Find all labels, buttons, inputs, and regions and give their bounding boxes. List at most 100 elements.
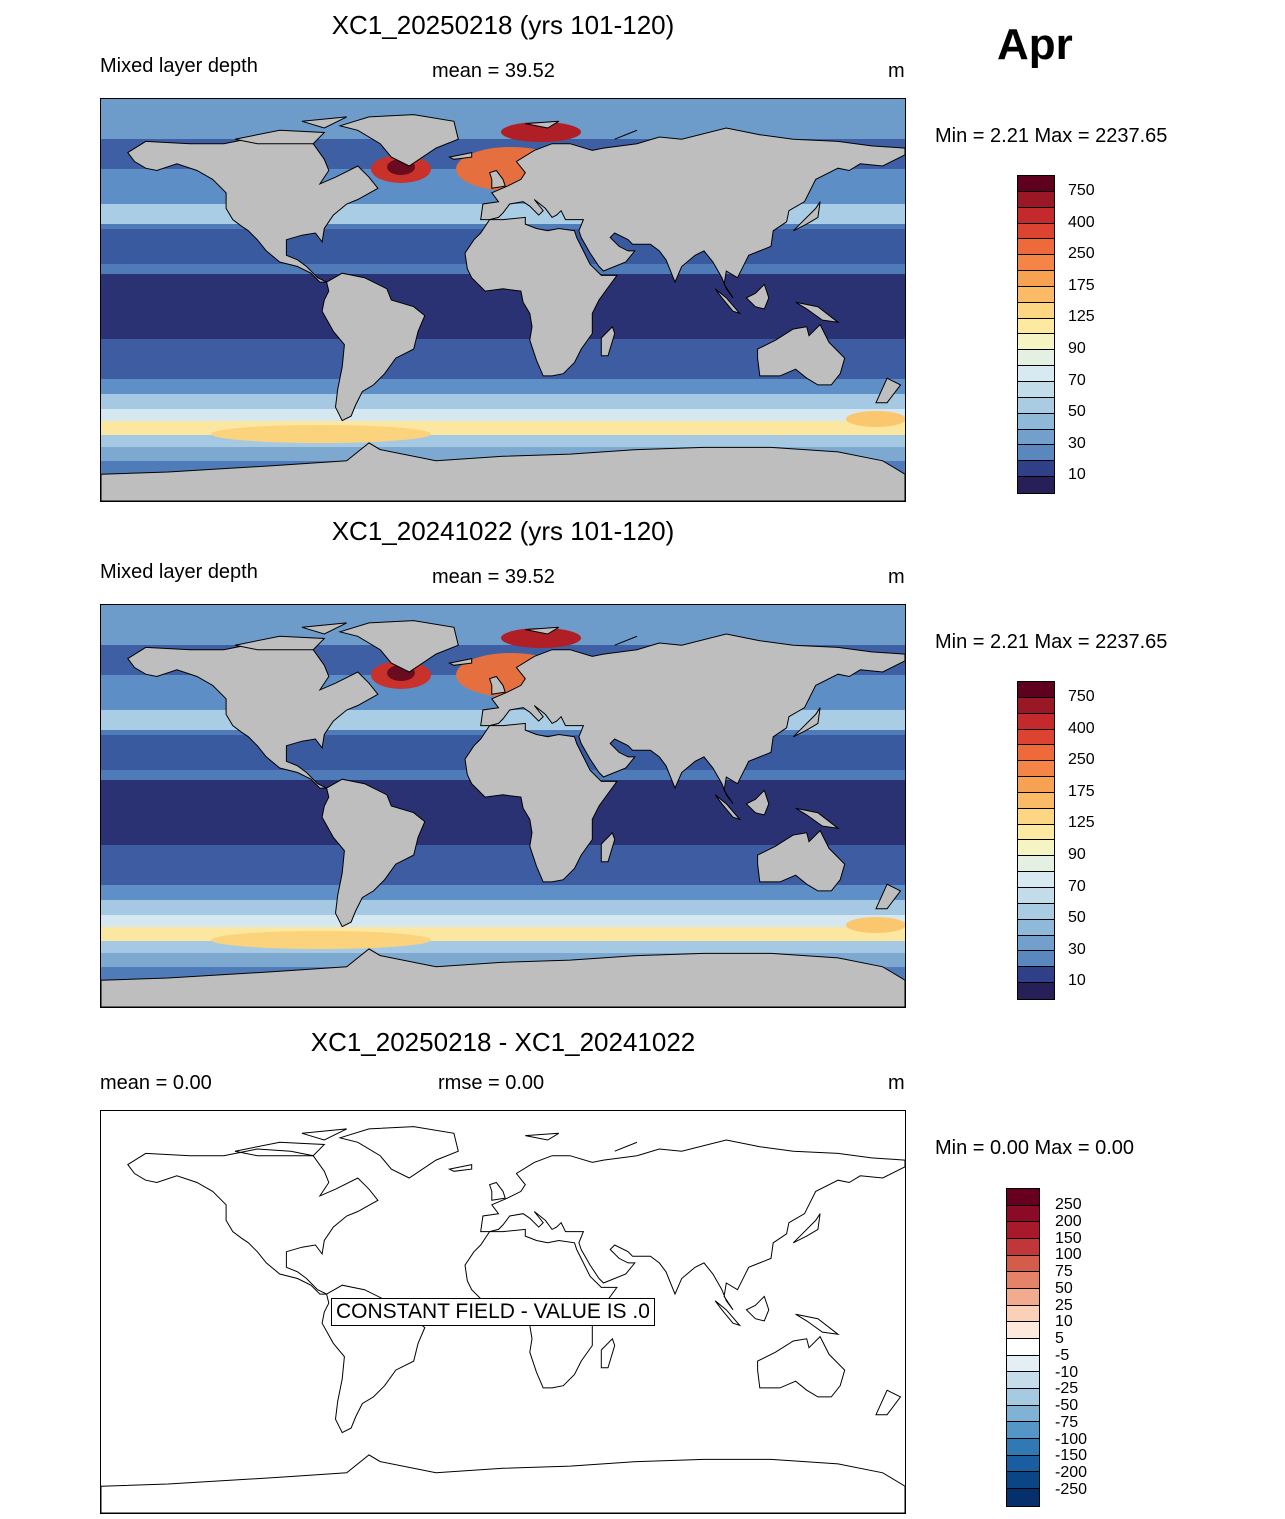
colorbar-tick-label: 90 <box>1068 340 1086 357</box>
colorbar-tick-label: 400 <box>1068 213 1095 231</box>
colorbar-segment <box>1018 967 1054 984</box>
land-polygon <box>488 169 506 189</box>
deep-mld-patch <box>501 122 581 142</box>
southern-ocean-patch <box>846 917 905 933</box>
colorbar-segment <box>1018 191 1054 208</box>
colorbar-tick-label: 10 <box>1068 972 1086 990</box>
panel1-map-svg <box>101 99 905 501</box>
colorbar-segment <box>1018 919 1054 936</box>
coastline <box>480 1139 905 1311</box>
colorbar-segment <box>1018 729 1054 746</box>
colorbar-tick-label: 10 <box>1068 466 1086 484</box>
panel2-map <box>100 604 906 1008</box>
colorbar-segment <box>1018 445 1054 462</box>
colorbar-tick-label: 70 <box>1068 371 1086 389</box>
panel1-map <box>100 98 906 502</box>
colorbar-segment <box>1018 318 1054 335</box>
colorbar-segment <box>1007 1222 1039 1240</box>
colorbar-segment <box>1007 1322 1039 1340</box>
colorbar-segment <box>1018 239 1054 256</box>
colorbar-segment <box>1018 713 1054 730</box>
coastline <box>757 1335 846 1398</box>
land-polygon <box>875 377 902 404</box>
colorbar-segment <box>1018 761 1054 778</box>
land-polygon <box>464 216 618 377</box>
colorbar-segment <box>1007 1455 1039 1473</box>
colorbar-segment <box>1018 286 1054 303</box>
colorbar-segment <box>1018 429 1054 446</box>
colorbar-segment <box>1018 381 1054 398</box>
colorbar-segment <box>1007 1389 1039 1406</box>
panel1-colorbar <box>1017 175 1055 494</box>
land-polygon <box>714 288 742 315</box>
colorbar-segment <box>1018 887 1054 904</box>
colorbar-tick-label: 250 <box>1055 1196 1082 1213</box>
constant-field-stamp: CONSTANT FIELD - VALUE IS .0 <box>331 1298 655 1326</box>
land-polygon <box>488 675 506 695</box>
land-polygon <box>234 635 326 651</box>
colorbar-tick-label: 30 <box>1068 434 1086 452</box>
colorbar-segment <box>1018 745 1054 762</box>
land-polygon <box>757 829 846 892</box>
coastline <box>745 1295 770 1322</box>
colorbar-tick-label: -75 <box>1055 1413 1079 1431</box>
land-polygon <box>101 442 905 501</box>
land-polygon <box>301 116 347 129</box>
land-polygon <box>127 642 379 789</box>
colorbar-segment <box>1018 207 1054 224</box>
colorbar-segment <box>1007 1422 1039 1440</box>
panel1-mean-label: mean = 39.52 <box>432 60 555 82</box>
colorbar-tick-label: -150 <box>1055 1447 1088 1465</box>
panel3-map-svg <box>101 1126 905 1513</box>
coastline <box>795 1313 840 1336</box>
colorbar-tick-label: -250 <box>1055 1480 1088 1498</box>
coastline <box>338 1126 459 1179</box>
panel2-units: m <box>888 566 905 588</box>
panel2-minmax: Min = 2.21 Max = 2237.65 <box>935 631 1168 653</box>
colorbar-tick-label: 125 <box>1068 814 1095 832</box>
colorbar-tick-label: 400 <box>1068 719 1095 737</box>
colorbar-segment <box>1018 777 1054 793</box>
colorbar-tick-label: 75 <box>1055 1263 1073 1280</box>
land-polygon <box>480 633 905 805</box>
colorbar-tick-label: 750 <box>1068 688 1095 705</box>
colorbar-tick-label: 250 <box>1068 245 1095 263</box>
colorbar-segment <box>1018 682 1054 698</box>
colorbar-tick-label: 750 <box>1068 182 1095 199</box>
colorbar-segment <box>1007 1205 1039 1223</box>
land-polygon <box>795 807 840 830</box>
colorbar-tick-label: 125 <box>1068 308 1095 326</box>
land-polygon <box>321 778 426 928</box>
coastline <box>488 1181 506 1201</box>
land-polygon <box>745 283 770 310</box>
colorbar-segment <box>1018 824 1054 841</box>
colorbar-segment <box>1018 302 1054 319</box>
colorbar-segment <box>1007 1439 1039 1456</box>
panel2-mean-label: mean = 39.52 <box>432 566 555 588</box>
colorbar-tick-label: -5 <box>1055 1346 1070 1364</box>
colorbar-segment <box>1018 983 1054 999</box>
colorbar-tick-label: 90 <box>1068 846 1086 863</box>
colorbar-tick-label: 150 <box>1055 1229 1082 1247</box>
colorbar-tick-label: 175 <box>1068 782 1095 800</box>
colorbar-segment <box>1007 1472 1039 1490</box>
colorbar-segment <box>1018 935 1054 952</box>
colorbar-segment <box>1018 397 1054 414</box>
colorbar-tick-label: -100 <box>1055 1430 1088 1448</box>
colorbar-tick-label: 175 <box>1068 276 1095 294</box>
colorbar-segment <box>1018 255 1054 272</box>
land-polygon <box>745 789 770 816</box>
colorbar-segment <box>1018 792 1054 809</box>
coastline <box>301 1128 347 1141</box>
colorbar-tick-label: 30 <box>1068 940 1086 958</box>
colorbar-segment <box>1007 1255 1039 1273</box>
coastline <box>234 1141 326 1157</box>
colorbar-segment <box>1018 334 1054 351</box>
colorbar-segment <box>1018 271 1054 287</box>
land-polygon <box>614 129 638 140</box>
coastline <box>600 1337 616 1369</box>
coastline <box>792 1213 821 1244</box>
colorbar-segment <box>1018 951 1054 968</box>
land-polygon <box>464 722 618 883</box>
coastline <box>614 1141 638 1152</box>
